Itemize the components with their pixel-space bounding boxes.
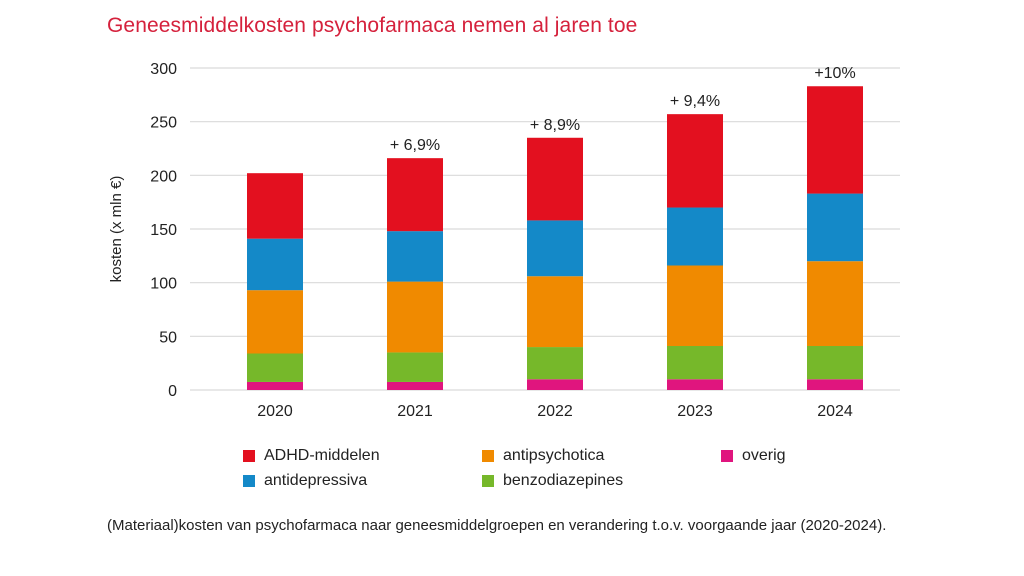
legend-swatch-adhd xyxy=(243,450,255,462)
legend-label: ADHD-middelen xyxy=(264,447,380,464)
x-tick-label: 2021 xyxy=(397,403,433,420)
legend-item-adhd: ADHD-middelen xyxy=(243,447,380,465)
x-tick-label: 2023 xyxy=(677,403,713,420)
bar-segment-antipsychotica-2024 xyxy=(807,261,863,346)
bar-segment-overig-2022 xyxy=(527,379,583,390)
legend-label: overig xyxy=(742,447,786,464)
legend-label: benzodiazepines xyxy=(503,472,624,489)
bar-segment-antidepressiva-2021 xyxy=(387,231,443,282)
bar-segment-adhd-middelen-2021 xyxy=(387,158,443,232)
bar-segment-antidepressiva-2020 xyxy=(247,238,303,291)
y-axis-label: kosten (x mln €) xyxy=(108,176,125,283)
bar-segment-benzodiazepines-2020 xyxy=(247,353,303,382)
bar-segment-antipsychotica-2023 xyxy=(667,265,723,346)
legend-item-benzodiazepines: benzodiazepines xyxy=(482,472,623,490)
bar-segment-overig-2024 xyxy=(807,379,863,390)
x-tick-label: 2022 xyxy=(537,403,573,420)
y-tick-label: 150 xyxy=(150,222,177,239)
legend-label: antidepressiva xyxy=(264,472,368,489)
legend-item-antidepressiva: antidepressiva xyxy=(243,472,367,490)
legend-swatch-overig xyxy=(721,450,733,462)
bar-segment-antidepressiva-2022 xyxy=(527,220,583,277)
x-tick-label: 2024 xyxy=(817,403,853,420)
legend-swatch-antipsychotica xyxy=(482,450,494,462)
bar-segment-adhd-middelen-2023 xyxy=(667,114,723,208)
bar-segment-benzodiazepines-2023 xyxy=(667,345,723,380)
stacked-bar-chart: 0 50 100 150 200 250 300 kosten (x mln €) 2020… xyxy=(108,61,900,420)
bar-segment-adhd-middelen-2024 xyxy=(807,86,863,194)
growth-annotation: + 9,4% xyxy=(670,93,720,110)
bar-segment-overig-2021 xyxy=(387,381,443,390)
x-axis-ticks: 2020 2021 2022 2023 2024 xyxy=(257,403,853,420)
legend-label: antipsychotica xyxy=(503,447,605,464)
bar-segment-overig-2020 xyxy=(247,381,303,390)
figure-caption: (Materiaal)kosten van psychofarmaca naar… xyxy=(107,517,887,534)
growth-annotation: + 8,9% xyxy=(530,117,580,134)
y-tick-label: 0 xyxy=(168,383,177,400)
bar-segment-antidepressiva-2024 xyxy=(807,193,863,262)
bar-segment-benzodiazepines-2021 xyxy=(387,352,443,382)
growth-annotation: + 6,9% xyxy=(390,137,440,154)
bar-segment-antipsychotica-2021 xyxy=(387,281,443,353)
y-tick-label: 50 xyxy=(159,329,177,346)
bar-segment-antipsychotica-2022 xyxy=(527,276,583,348)
bar-segment-antidepressiva-2023 xyxy=(667,207,723,266)
chart-title: Geneesmiddelkosten psychofarmaca nemen a… xyxy=(107,14,638,37)
legend-swatch-benzodiazepines xyxy=(482,475,494,487)
bars xyxy=(247,86,863,390)
bar-segment-benzodiazepines-2024 xyxy=(807,345,863,380)
y-tick-label: 100 xyxy=(150,276,177,293)
x-tick-label: 2020 xyxy=(257,403,293,420)
y-tick-label: 250 xyxy=(150,115,177,132)
bar-segment-antipsychotica-2020 xyxy=(247,290,303,354)
legend-swatch-antidepressiva xyxy=(243,475,255,487)
legend: ADHD-middelen antipsychotica overig anti… xyxy=(243,447,843,497)
bar-segment-adhd-middelen-2022 xyxy=(527,137,583,221)
growth-annotation: +10% xyxy=(814,65,855,82)
legend-item-antipsychotica: antipsychotica xyxy=(482,447,604,465)
bar-segment-benzodiazepines-2022 xyxy=(527,347,583,380)
bar-segment-adhd-middelen-2020 xyxy=(247,173,303,239)
legend-item-overig: overig xyxy=(721,447,786,465)
annotations: + 6,9% + 8,9% + 9,4% +10% xyxy=(390,65,856,154)
y-axis-ticks: 0 50 100 150 200 250 300 xyxy=(150,61,177,400)
y-tick-label: 300 xyxy=(150,61,177,78)
y-tick-label: 200 xyxy=(150,168,177,185)
bar-segment-overig-2023 xyxy=(667,379,723,390)
